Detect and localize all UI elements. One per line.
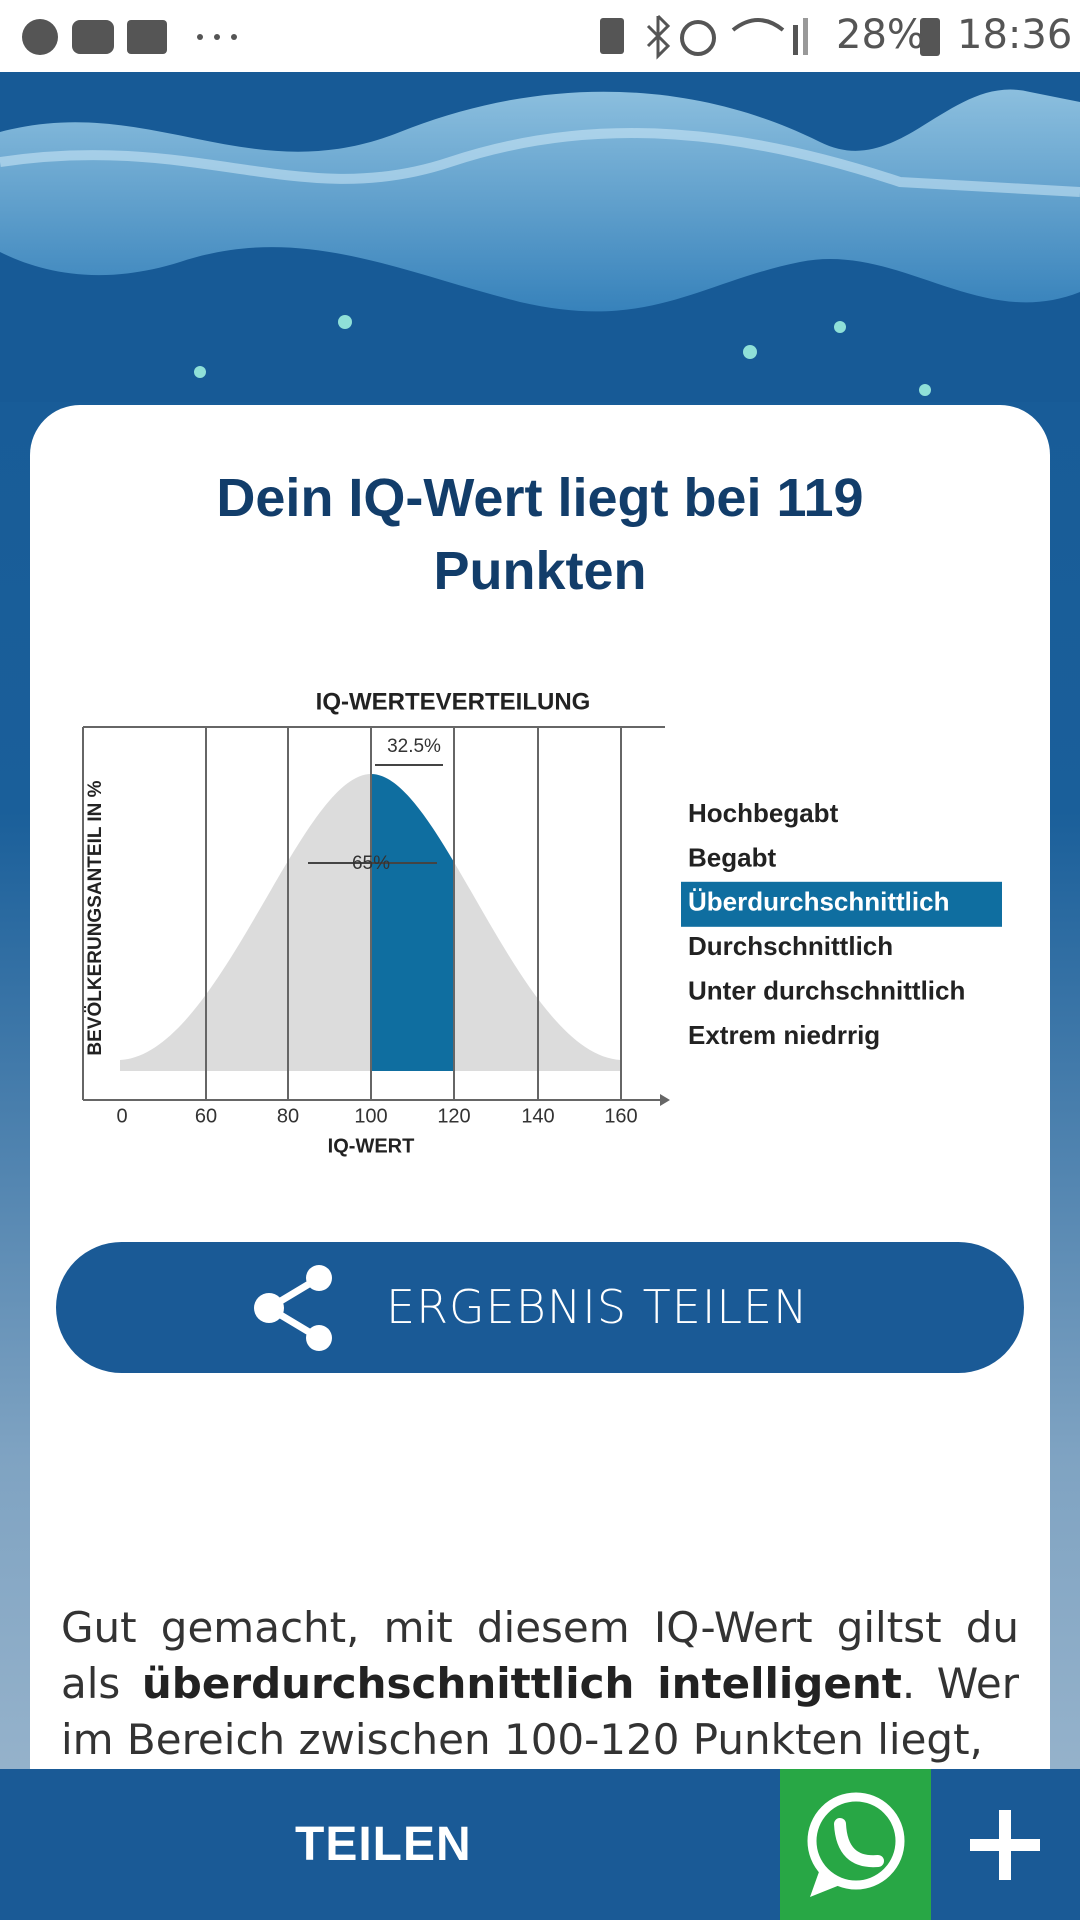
text-emphasis: überdurchschnittlich intelligent bbox=[141, 1659, 902, 1708]
legend-item: Unter durchschnittlich bbox=[688, 975, 965, 1005]
annotation-arrows bbox=[308, 764, 443, 864]
battery-icon bbox=[920, 18, 940, 56]
share-result-label: ERGEBNIS TEILEN bbox=[386, 1280, 809, 1334]
whatsapp-icon bbox=[807, 1792, 905, 1897]
x-tick-label: 0 bbox=[116, 1105, 127, 1127]
x-tick-label: 120 bbox=[437, 1105, 470, 1127]
battery-level: 28% bbox=[836, 12, 925, 58]
result-title: Dein IQ-Wert liegt bei 119 Punkten bbox=[216, 468, 864, 601]
share-label[interactable]: TEILEN bbox=[295, 1818, 472, 1871]
legend-item: Durchschnittlich bbox=[688, 931, 893, 961]
legend-item: Begabt bbox=[688, 842, 776, 872]
result-text: Gut gemacht, mit diesem IQ-Wert giltst d… bbox=[61, 1600, 1019, 1768]
grid bbox=[82, 726, 665, 1101]
annotation: 65% bbox=[352, 853, 390, 874]
system-icons bbox=[600, 14, 808, 60]
x-axis-label: IQ-WERT bbox=[328, 1135, 415, 1157]
status-bar: 28% 18:36 bbox=[0, 0, 1080, 72]
axis-arrow bbox=[660, 1094, 670, 1106]
share-result-button[interactable]: ERGEBNIS TEILEN bbox=[56, 1242, 1024, 1373]
result-card bbox=[30, 405, 1050, 1920]
clock: 18:36 bbox=[957, 12, 1073, 58]
legend-highlight bbox=[681, 881, 1002, 927]
figure-title: IQ-WERTEVERTEILUNG bbox=[316, 688, 591, 715]
x-tick-label: 80 bbox=[277, 1105, 299, 1127]
whatsapp-button[interactable] bbox=[780, 1769, 931, 1920]
legend-item: Hochbegabt bbox=[688, 798, 839, 828]
highlighted-area bbox=[371, 774, 454, 1071]
bottom-share-bar: TEILEN bbox=[0, 1769, 1080, 1920]
iq-distribution-figure: IQ-WERTEVERTEILUNG BEVÖLKERUNGSANTEIL IN … bbox=[82, 688, 1002, 1157]
legend-item: Extrem niedrrig bbox=[688, 1020, 880, 1050]
y-axis-label: BEVÖLKERUNGSANTEIL IN % bbox=[85, 780, 106, 1055]
more-button[interactable] bbox=[965, 1805, 1045, 1885]
x-tick-label: 140 bbox=[521, 1105, 554, 1127]
notification-icons bbox=[22, 19, 237, 55]
text-part: Gut gemacht, mit diesem IQ-Wert giltst d… bbox=[61, 1603, 1019, 1708]
legend-item: Überdurchschnittlich bbox=[688, 887, 949, 917]
x-tick-label: 100 bbox=[354, 1105, 387, 1127]
text-part: . Wer im Bereich zwischen 100-120 Punkte… bbox=[61, 1659, 1019, 1764]
share-icon bbox=[254, 1265, 332, 1351]
annotation: 32.5% bbox=[387, 736, 441, 757]
x-tick-label: 160 bbox=[604, 1105, 637, 1127]
wave-header bbox=[0, 72, 1080, 402]
x-tick-label: 60 bbox=[195, 1105, 217, 1127]
